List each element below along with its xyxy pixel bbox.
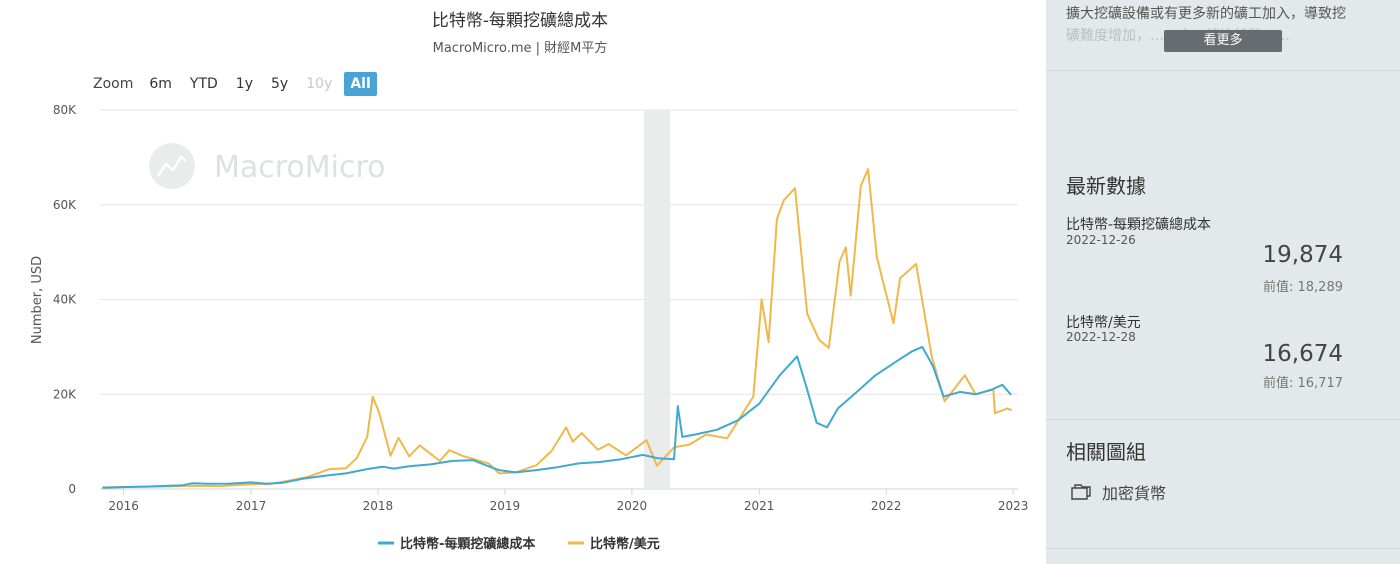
x-tick-label: 2017 xyxy=(236,499,267,513)
series-line xyxy=(102,168,1013,489)
grid-layer xyxy=(100,109,1018,490)
stat-prev-value: 前值: 16,717 xyxy=(1263,376,1343,391)
chart-svg: 比特幣-每顆挖礦總成本 MacroMicro.me | 財經M平方 MacroM… xyxy=(30,11,1029,552)
related-item-crypto[interactable]: 加密貨幣 xyxy=(1070,480,1166,504)
related-groups-title: 相關圖組 xyxy=(1066,440,1146,464)
side-panel: 擴大挖礦設備或有更多新的礦工加入，導致挖 礦難度增加，……之，挖比特幣…… 看更… xyxy=(1046,0,1400,564)
y-tick-label: 0 xyxy=(68,482,76,496)
zoom-ytd-button[interactable]: YTD xyxy=(189,76,218,92)
zoom-10y-button[interactable]: 10y xyxy=(306,76,333,92)
watermark-logo: MacroMicro xyxy=(149,143,386,189)
x-tick-label: 2016 xyxy=(108,499,139,513)
x-tick-label: 2023 xyxy=(998,499,1029,513)
watermark-text: MacroMicro xyxy=(214,150,386,185)
legend-label: 比特幣/美元 xyxy=(590,536,660,552)
axis-layer: 0 20K 40K 60K 80K 2016 2017 2018 2019 2020 2021 202… xyxy=(53,103,1029,513)
divider xyxy=(1046,70,1400,71)
description-text: 擴大挖礦設備或有更多新的礦工加入，導致挖 xyxy=(1066,6,1346,22)
stat-name: 比特幣/美元 xyxy=(1066,315,1141,331)
x-tick-label: 2018 xyxy=(363,499,394,513)
zoom-6m-button[interactable]: 6m xyxy=(149,76,172,92)
band-layer xyxy=(644,110,671,489)
x-tick-label: 2021 xyxy=(744,499,775,513)
see-more-button[interactable]: 看更多 xyxy=(1164,30,1282,52)
legend: 比特幣-每顆挖礦總成本 比特幣/美元 xyxy=(378,536,660,552)
y-tick-label: 60K xyxy=(53,198,77,212)
stat-prev-value: 前值: 18,289 xyxy=(1263,280,1343,295)
legend-label: 比特幣-每顆挖礦總成本 xyxy=(400,536,535,552)
zoom-bar: Zoom 6m YTD 1y 5y 10y All xyxy=(93,72,383,96)
stat-value: 19,874 xyxy=(1262,242,1343,268)
x-tick-label: 2022 xyxy=(871,499,902,513)
series-layer xyxy=(102,168,1013,489)
y-tick-label: 40K xyxy=(53,293,77,307)
stat-name: 比特幣-每顆挖礦總成本 xyxy=(1066,217,1212,233)
y-tick-label: 20K xyxy=(53,387,77,401)
x-tick-label: 2020 xyxy=(617,499,648,513)
zoom-all-button[interactable]: All xyxy=(344,72,377,96)
folder-icon xyxy=(1071,484,1091,500)
y-tick-label: 80K xyxy=(53,103,77,117)
chart-panel: 比特幣-每顆挖礦總成本 MacroMicro.me | 財經M平方 MacroM… xyxy=(30,11,1029,552)
related-item-label: 加密貨幣 xyxy=(1102,484,1167,503)
zoom-5y-button[interactable]: 5y xyxy=(271,76,289,92)
chart-subtitle: MacroMicro.me | 財經M平方 xyxy=(433,40,608,56)
stat-date: 2022-12-26 xyxy=(1066,233,1136,247)
latest-data-title: 最新數據 xyxy=(1066,174,1146,198)
series-line xyxy=(102,345,1012,489)
divider xyxy=(1046,419,1400,420)
zoom-label: Zoom xyxy=(93,76,134,92)
chart-title: 比特幣-每顆挖礦總成本 xyxy=(432,11,608,31)
x-tick-label: 2019 xyxy=(490,499,521,513)
zoom-1y-button[interactable]: 1y xyxy=(235,76,253,92)
y-axis-label: Number, USD xyxy=(30,256,45,344)
stat-value: 16,674 xyxy=(1262,341,1343,367)
stat-date: 2022-12-28 xyxy=(1066,330,1136,344)
divider xyxy=(1046,548,1400,549)
shaded-band xyxy=(644,110,671,489)
